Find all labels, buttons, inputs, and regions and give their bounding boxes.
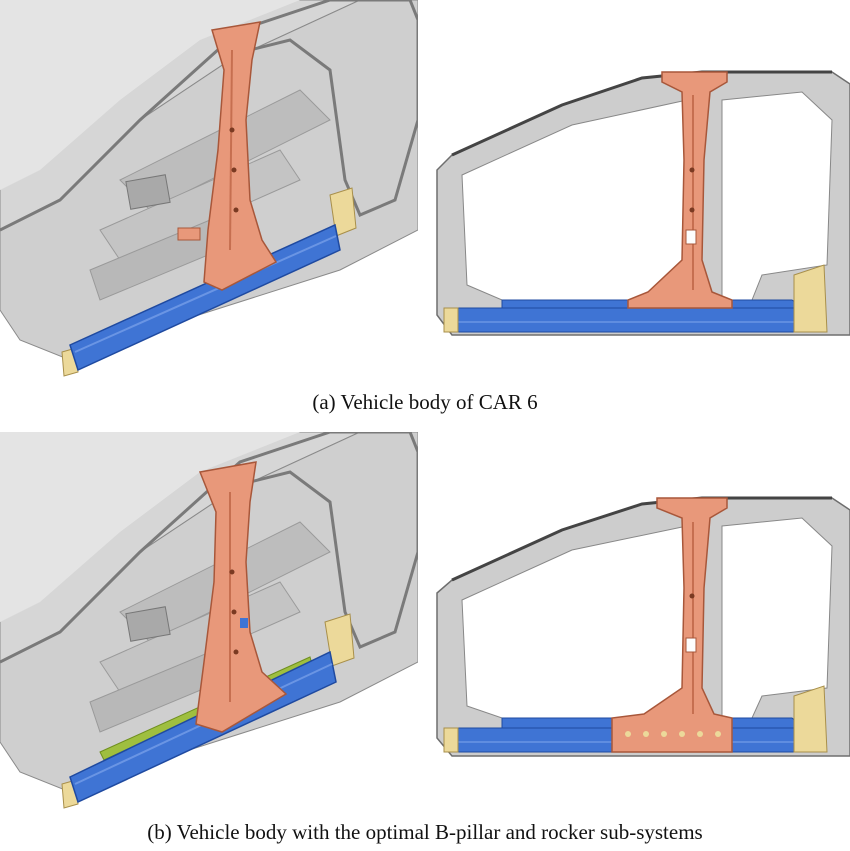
caption-a: (a) Vehicle body of CAR 6 <box>312 390 538 414</box>
car6-side-view <box>432 60 850 340</box>
car6-three-quarter-view <box>0 0 418 382</box>
optimal-three-quarter-view <box>0 432 418 810</box>
caption-b: (b) Vehicle body with the optimal B-pill… <box>147 820 703 844</box>
rear-end-cap-a <box>329 187 357 237</box>
rocker-side-a <box>449 307 823 333</box>
b-pillar-a <box>203 21 278 291</box>
optimal-side-view <box>432 488 850 758</box>
b-pillar-side-a <box>627 71 733 309</box>
